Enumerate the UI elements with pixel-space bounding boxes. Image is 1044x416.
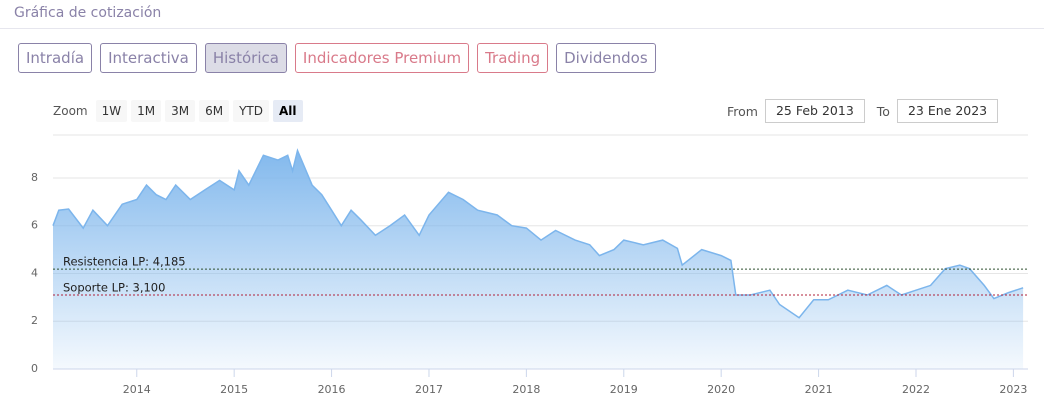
- x-tick-label: 2021: [805, 383, 833, 396]
- tab-bar: Intradía Interactiva Histórica Indicadores …: [18, 43, 656, 73]
- zoom-button[interactable]: YTD: [233, 100, 269, 122]
- zoom-bar: Zoom 1W 1M 3M 6M YTD All: [53, 100, 303, 122]
- tab-button[interactable]: Intradía: [18, 43, 93, 73]
- x-tick-label: 2017: [415, 383, 443, 396]
- zoom-label: Zoom: [53, 104, 88, 118]
- from-input[interactable]: 25 Feb 2013: [764, 99, 865, 123]
- tab-button[interactable]: Dividendos: [556, 43, 656, 73]
- range-selector: From 25 Feb 2013 To 23 Ene 2023: [727, 99, 1003, 123]
- zoom-button[interactable]: 6M: [199, 100, 230, 122]
- y-tick-label: 8: [31, 171, 38, 184]
- x-tick-label: 2016: [318, 383, 346, 396]
- y-tick-label: 6: [31, 219, 38, 232]
- tab-button[interactable]: Trading: [477, 43, 549, 73]
- tab-button[interactable]: Indicadores Premium: [294, 43, 470, 73]
- zoom-button[interactable]: All: [273, 100, 303, 122]
- to-input[interactable]: 23 Ene 2023: [896, 99, 999, 123]
- y-tick-label: 0: [31, 362, 38, 375]
- y-tick-label: 2: [31, 314, 38, 327]
- annotation-label: Resistencia LP: 4,185: [63, 255, 186, 269]
- tab-button[interactable]: Histórica: [204, 43, 287, 73]
- area-fill: [53, 150, 1024, 369]
- x-tick-label: 2019: [610, 383, 638, 396]
- price-line: [52, 148, 1024, 319]
- from-label: From: [727, 103, 758, 119]
- zoom-button[interactable]: 1M: [131, 100, 162, 122]
- x-tick-label: 2015: [220, 383, 248, 396]
- y-tick-label: 4: [31, 266, 38, 279]
- to-label: To: [876, 103, 890, 119]
- zoom-button[interactable]: 1W: [95, 100, 128, 122]
- x-tick-label: 2022: [902, 383, 930, 396]
- annotation-label: Soporte LP: 3,100: [63, 280, 165, 294]
- page-title: Gráfica de cotización: [14, 5, 162, 21]
- zoom-button[interactable]: 3M: [165, 100, 196, 122]
- divider: [0, 28, 1044, 29]
- tab-button[interactable]: Interactiva: [100, 43, 197, 73]
- x-tick-label: 2014: [123, 383, 151, 396]
- x-tick-label: 2018: [512, 383, 540, 396]
- x-tick-label: 2020: [707, 383, 735, 396]
- x-tick-label: 2023: [999, 383, 1027, 396]
